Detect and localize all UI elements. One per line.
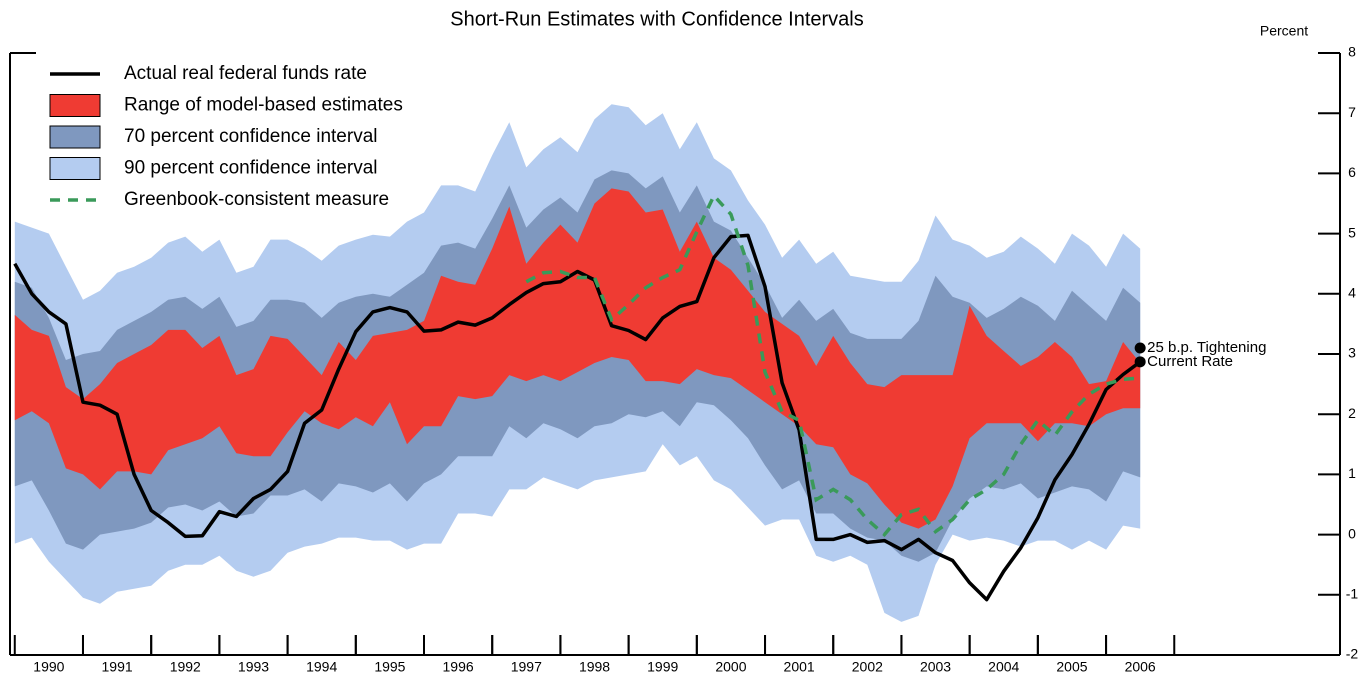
y-axis-label: Percent [1260, 23, 1308, 39]
x-tick-label: 1990 [33, 659, 64, 675]
x-tick-label: 2002 [852, 659, 883, 675]
x-tick-label: 2004 [988, 659, 1019, 675]
y-tick-label: 0 [1348, 525, 1356, 541]
lines [13, 192, 1142, 602]
y-tick-label: 3 [1348, 345, 1356, 361]
y-tick-label: 4 [1348, 285, 1356, 301]
x-tick-label: 2001 [784, 659, 815, 675]
x-tick-label: 1998 [579, 659, 610, 675]
legend-swatch [49, 157, 101, 180]
y-tick-label: 7 [1348, 104, 1356, 120]
annotation-point [1134, 356, 1146, 368]
legend-label: Actual real federal funds rate [124, 63, 367, 84]
x-tick-label: 2005 [1056, 659, 1087, 675]
x-tick-label: 2003 [920, 659, 951, 675]
axes: -2 -1 0 1 2 3 4 5 6 7 8 1990 1991 1992 1993 1994 1995 199… [13, 44, 1359, 675]
bands [14, 104, 1141, 622]
x-tick-label: 1993 [238, 659, 269, 675]
x-tick-label: 1994 [306, 659, 337, 675]
legend: Actual real federal funds rate Range of m… [49, 63, 403, 210]
y-tick-label: 2 [1348, 405, 1356, 421]
series-line [13, 233, 1142, 602]
x-tick-label: 1995 [374, 659, 405, 675]
y-tick-label: 8 [1348, 44, 1356, 60]
series-dashed-line [525, 192, 1141, 538]
y-tick-label: 6 [1348, 164, 1356, 180]
legend-swatch [49, 94, 101, 117]
legend-label: 90 percent confidence interval [124, 158, 378, 179]
y-tick-label: -2 [1346, 646, 1359, 662]
annotation-point [1134, 342, 1146, 354]
legend-label: 70 percent confidence interval [124, 126, 378, 147]
x-tick-label: 2000 [715, 659, 746, 675]
confidence-band [14, 188, 1141, 529]
x-tick-label: 1991 [102, 659, 133, 675]
x-tick-label: 1999 [647, 659, 678, 675]
y-tick-label: 5 [1348, 224, 1356, 240]
legend-label: Range of model-based estimates [124, 95, 403, 116]
annotation-label: 25 b.p. Tightening [1147, 339, 1266, 356]
annotation-label: Current Rate [1147, 353, 1233, 370]
legend-swatch [49, 125, 101, 149]
x-tick-label: 1996 [443, 659, 474, 675]
x-tick-label: 1992 [170, 659, 201, 675]
x-tick-label: 1997 [511, 659, 542, 675]
y-tick-label: 1 [1348, 465, 1356, 481]
x-tick-label: 2006 [1125, 659, 1156, 675]
chart-title: Short-Run Estimates with Confidence Inte… [450, 8, 864, 30]
legend-label: Greenbook-consistent measure [124, 189, 389, 210]
y-tick-label: -1 [1346, 586, 1359, 602]
